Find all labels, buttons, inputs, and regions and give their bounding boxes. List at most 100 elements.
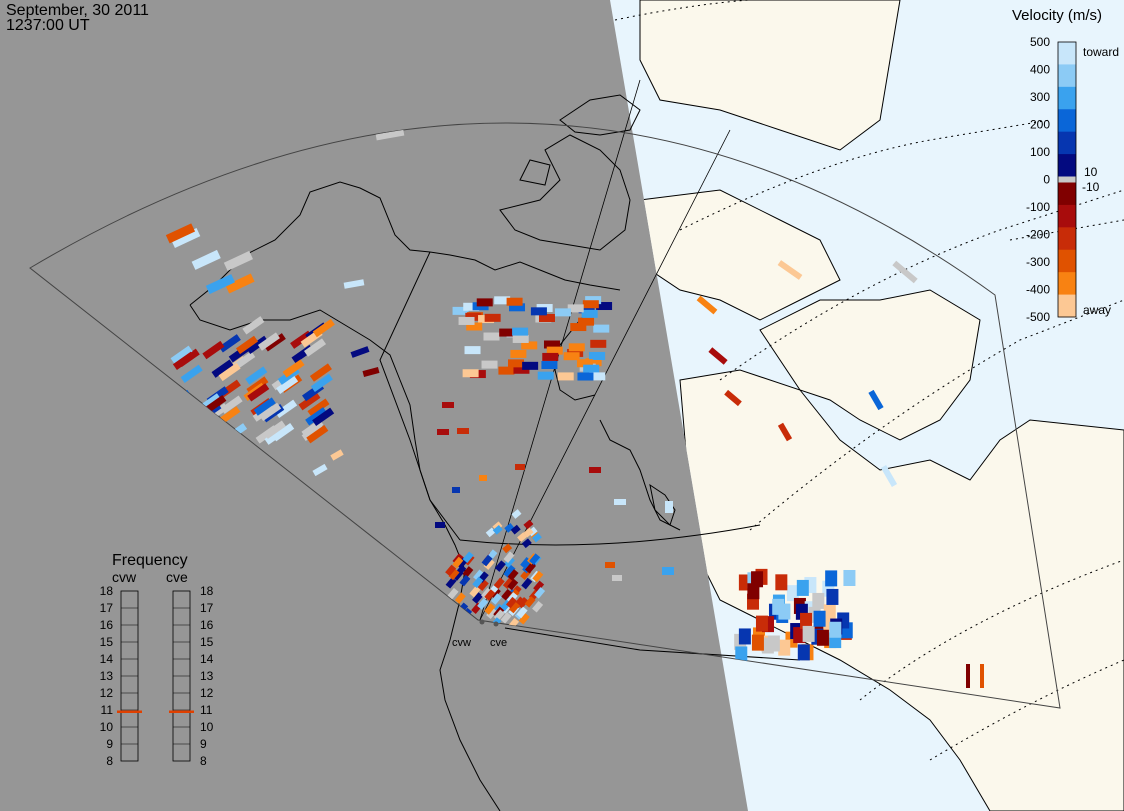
velocity-cell: [576, 359, 593, 368]
velocity-cell: [465, 312, 482, 321]
velocity-tick-neg10: -10: [1082, 180, 1100, 194]
velocity-cell: [797, 644, 810, 661]
velocity-cell: [501, 588, 513, 601]
velocity-cell: [503, 551, 515, 563]
velocity-cell: [557, 372, 574, 381]
velocity-cell: [170, 345, 193, 364]
velocity-cell: [511, 509, 522, 519]
velocity-cell: [172, 351, 195, 371]
velocity-cell: [531, 532, 542, 543]
frequency-label-cvw: cvw: [112, 569, 137, 585]
velocity-cell: [263, 333, 286, 352]
frequency-tick-left: 16: [100, 618, 114, 632]
velocity-cell: [479, 475, 487, 481]
velocity-cell: [510, 524, 521, 535]
velocity-cell: [218, 334, 241, 353]
velocity-cell: [816, 629, 829, 646]
velocity-cell: [204, 394, 227, 414]
velocity-cell: [512, 334, 529, 343]
velocity-cell: [476, 298, 493, 307]
velocity-cell: [312, 318, 335, 338]
velocity-cell: [312, 407, 335, 426]
colorbar-away-2: [1058, 227, 1076, 251]
velocity-cell: [452, 556, 464, 569]
velocity-cell: [508, 359, 525, 368]
velocity-cell: [541, 361, 558, 370]
velocity-cell: [508, 601, 520, 614]
velocity-cell: [502, 577, 514, 590]
velocity-cell: [486, 607, 498, 620]
velocity-cell: [578, 317, 595, 326]
velocity-cell: [490, 593, 502, 605]
velocity-cell: [521, 341, 538, 350]
frequency-panel: Frequency cvw cve 18 18 17 17 16 16 15 15 14 14 13…: [100, 552, 214, 768]
velocity-cell: [483, 332, 500, 341]
velocity-cell: [738, 628, 751, 645]
velocity-cell: [275, 399, 298, 418]
velocity-cell: [775, 574, 788, 591]
velocity-cell: [462, 566, 474, 578]
velocity-cell: [589, 467, 601, 473]
velocity-cell: [793, 627, 806, 644]
velocity-cell: [205, 274, 236, 295]
velocity-cell: [235, 335, 259, 355]
velocity-cell: [484, 603, 496, 615]
velocity-cell: [585, 358, 602, 367]
velocity-cell: [448, 568, 460, 581]
velocity-cell: [494, 560, 506, 572]
velocity-cell: [563, 352, 580, 361]
velocity-cell: [786, 585, 799, 602]
velocity-cell: [253, 397, 276, 416]
velocity-cell: [534, 587, 546, 599]
velocity-cell: [521, 538, 532, 549]
velocity-cell: [493, 577, 505, 590]
velocity-cell: [242, 316, 265, 335]
velocity-cell: [452, 487, 460, 493]
colorbar-toward-3: [1058, 109, 1076, 133]
velocity-cell: [581, 309, 598, 318]
frequency-tick-right: 18: [200, 584, 214, 598]
velocity-cell: [233, 351, 256, 370]
velocity-cell: [532, 570, 544, 583]
velocity-cell: [589, 372, 606, 381]
velocity-cell: [578, 305, 595, 314]
velocity-cell: [546, 346, 563, 355]
frequency-label-cve: cve: [166, 569, 188, 585]
latitude-lines: [614, 0, 1124, 761]
velocity-cell: [537, 371, 554, 380]
velocity-cell: [492, 525, 503, 535]
colorbar-toward-2: [1058, 86, 1076, 110]
velocity-cell: [696, 295, 718, 315]
velocity-cell: [454, 592, 466, 604]
velocity-cell: [498, 366, 515, 375]
velocity-cell: [796, 579, 809, 596]
frequency-tick-left: 8: [106, 754, 113, 768]
colorbar-toward-1: [1058, 64, 1076, 88]
velocity-cell: [452, 306, 469, 315]
velocity-cell: [523, 527, 534, 538]
velocity-cell: [980, 664, 984, 688]
velocity-cell: [437, 429, 449, 435]
velocity-cell: [350, 346, 370, 358]
velocity-cell: [202, 340, 225, 360]
velocity-cell: [282, 359, 305, 378]
velocity-cell: [767, 635, 780, 652]
velocity-cell: [483, 558, 495, 570]
velocity-cell: [507, 578, 519, 591]
velocity-cell: [458, 316, 475, 325]
velocity-cell: [735, 646, 748, 663]
velocity-cell: [435, 522, 445, 528]
velocity-cell: [343, 279, 365, 289]
velocity-cell: [464, 346, 481, 355]
velocity-cell: [272, 422, 295, 442]
velocity-cell: [868, 389, 884, 411]
velocity-tick-label: 400: [1030, 63, 1050, 77]
velocity-cell: [614, 499, 626, 505]
velocity-cell: [533, 580, 545, 593]
colorbar-away-5: [1058, 294, 1076, 318]
velocity-cell: [813, 610, 826, 627]
velocity-cell: [494, 296, 511, 305]
velocity-cell: [802, 625, 815, 642]
velocity-cell: [457, 428, 469, 434]
velocity-cell: [484, 589, 496, 601]
